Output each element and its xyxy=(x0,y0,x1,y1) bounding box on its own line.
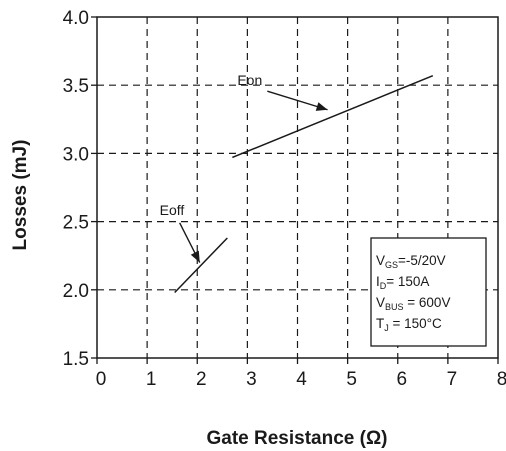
y-tick-label-1: 2.0 xyxy=(63,281,89,302)
y-tick-label-0: 1.5 xyxy=(63,349,89,370)
condition-id: ID= 150A xyxy=(376,274,429,291)
y-axis-title: Losses (mJ) xyxy=(10,140,31,251)
annotation-label-eon: Eon xyxy=(237,72,262,88)
conditions-box xyxy=(370,237,487,347)
y-tick-label-4: 3.5 xyxy=(63,76,89,97)
grid xyxy=(97,17,498,358)
series-line-eoff xyxy=(174,237,228,294)
tick-layer: 0 1 2 3 4 5 6 7 8 1.5 2.0 2.5 3.0 3.5 4.0 xyxy=(63,8,506,390)
annotation-arrowhead-eoff xyxy=(190,250,200,263)
condition-vbus: VBUS = 600V xyxy=(376,295,450,312)
condition-tj: TJ = 150°C xyxy=(376,316,442,333)
series-layer xyxy=(174,74,434,294)
y-tick-label-5: 4.0 xyxy=(63,8,89,29)
x-tick-label-4: 4 xyxy=(296,369,307,390)
y-tick-label-2: 2.5 xyxy=(63,213,89,234)
x-tick-label-5: 5 xyxy=(346,369,357,390)
annotation-label-eoff: Eoff xyxy=(160,202,185,218)
annotation-arrowhead-eon xyxy=(315,102,328,111)
condition-vgs: VGS=-5/20V xyxy=(376,253,446,270)
series-line-eon xyxy=(232,74,434,159)
x-tick-label-6: 6 xyxy=(396,369,407,390)
x-axis-title: Gate Resistance (Ω) xyxy=(206,428,387,449)
x-tick-label-1: 1 xyxy=(146,369,157,390)
conditions-legend: VGS=-5/20V ID= 150A VBUS = 600V TJ = 150… xyxy=(370,237,487,347)
x-tick-label-0: 0 xyxy=(96,369,107,390)
x-tick-label-3: 3 xyxy=(246,369,257,390)
annotation-layer: Eon Eoff xyxy=(160,72,328,263)
x-tick-label-7: 7 xyxy=(447,369,458,390)
x-tick-label-8: 8 xyxy=(497,369,506,390)
y-tick-label-3: 3.0 xyxy=(63,144,89,165)
x-tick-label-2: 2 xyxy=(196,369,207,390)
